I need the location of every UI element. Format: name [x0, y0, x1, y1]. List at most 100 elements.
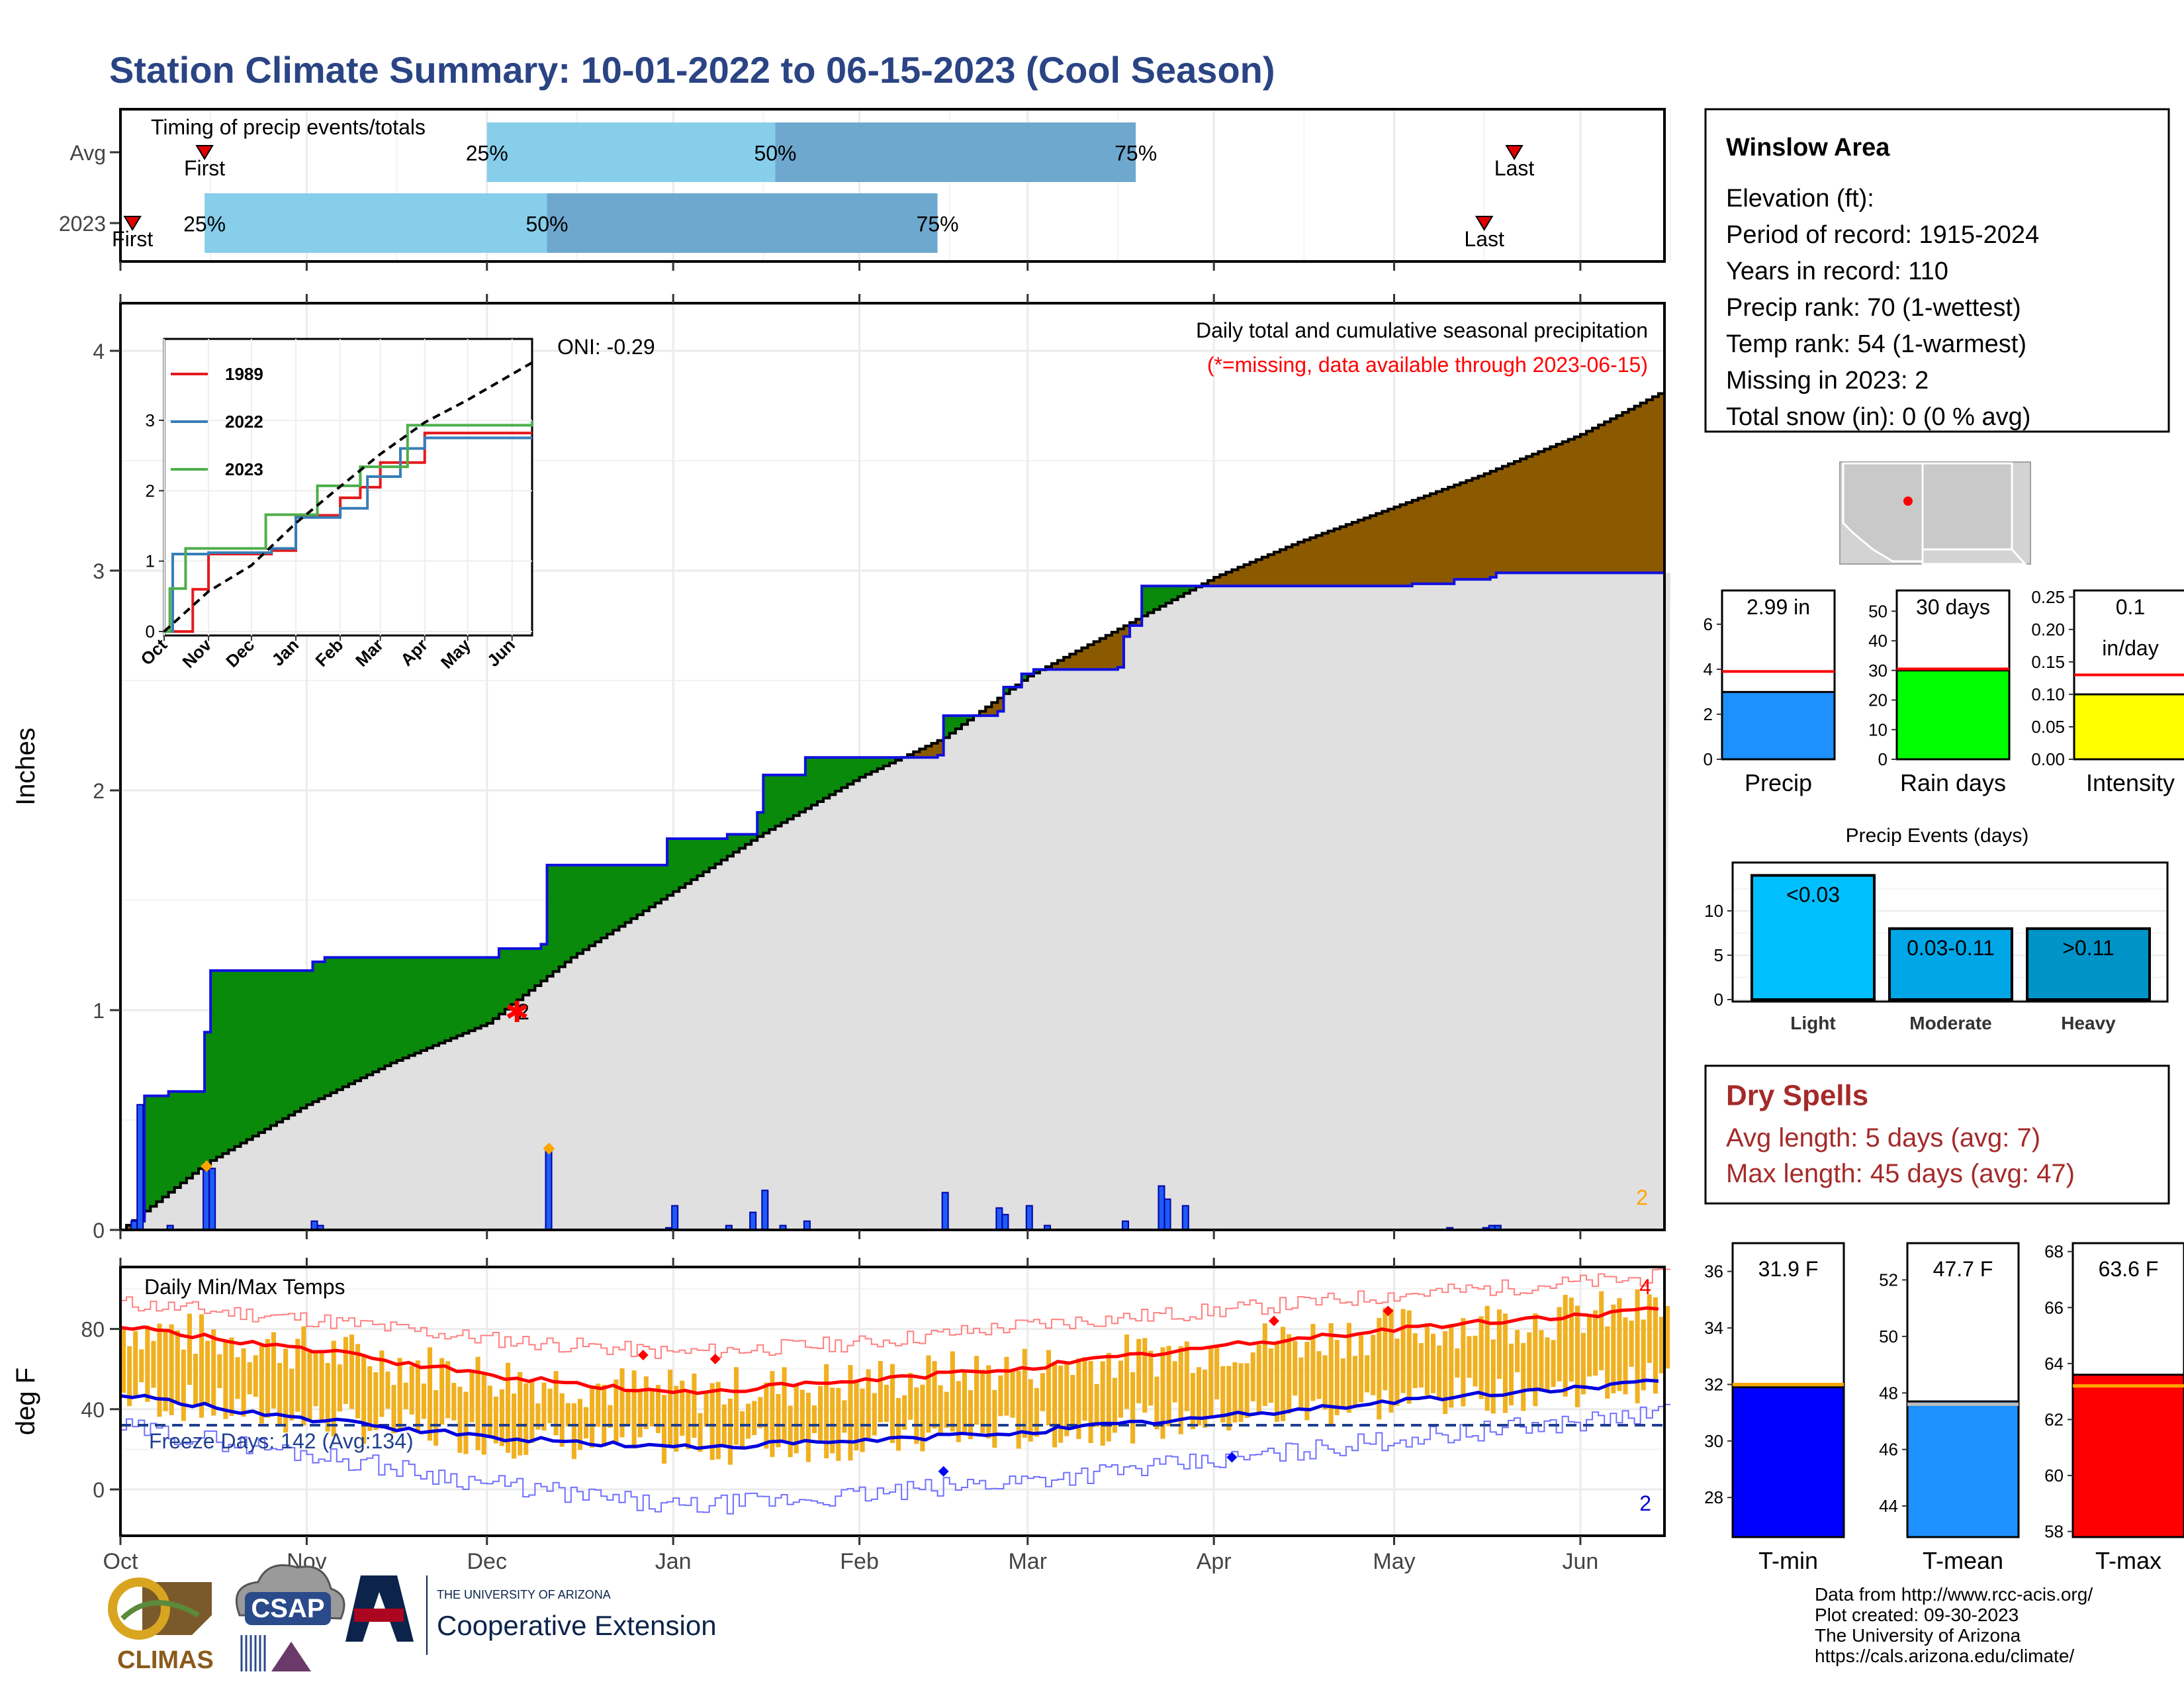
daily-temp-bar	[830, 1387, 835, 1454]
daily-temp-bar	[1052, 1362, 1058, 1448]
precip-anomaly-fill	[1538, 451, 1545, 573]
csap-logo-text: CSAP	[251, 1594, 324, 1623]
station-info-line: Precip rank: 70 (1-wettest)	[1726, 294, 2021, 322]
precip-anomaly-fill	[1412, 500, 1419, 584]
precip-anomaly-fill	[1388, 509, 1395, 586]
daily-temp-bar	[367, 1366, 373, 1431]
daily-temp-bar	[1004, 1356, 1009, 1416]
daily-temp-bar	[1599, 1291, 1604, 1370]
daily-precip-bar	[545, 1150, 553, 1231]
daily-temp-bar	[1653, 1297, 1658, 1394]
summary-bar-label: Rain days	[1900, 769, 2006, 796]
precip-anomaly-fill	[1117, 629, 1124, 668]
daily-temp-bar	[1623, 1317, 1628, 1395]
precip-anomaly-fill	[1592, 428, 1599, 573]
station-info-line: Temp rank: 54 (1-warmest)	[1726, 330, 2026, 358]
daily-temp-bar	[980, 1370, 985, 1433]
precip-anomaly-fill	[523, 949, 529, 996]
precip-anomaly-fill	[1298, 541, 1304, 586]
temp-count-bottom: 2	[1639, 1491, 1651, 1515]
timing-q75-label: 75%	[917, 212, 959, 236]
inset-series-2023	[164, 421, 533, 633]
daily-temp-bar	[1394, 1338, 1400, 1406]
precip-anomaly-fill	[679, 839, 686, 888]
daily-temp-bar	[1166, 1346, 1171, 1427]
daily-temp-bar	[1557, 1307, 1562, 1382]
daily-temp-bar	[1274, 1342, 1280, 1422]
map-state-newmexico	[1921, 462, 2013, 551]
daily-temp-bar	[1160, 1347, 1165, 1439]
daily-temp-bar	[974, 1356, 979, 1425]
daily-temp-bar	[1521, 1342, 1526, 1411]
daily-temp-bar	[842, 1400, 847, 1433]
timing-last-marker	[1475, 216, 1494, 231]
precip-anomaly-fill	[865, 757, 872, 774]
summary-bar-fill	[1721, 690, 1836, 761]
daily-temp-bar	[1142, 1338, 1148, 1413]
temp-ytick-label: 0	[93, 1478, 105, 1502]
precip-anomaly-fill	[709, 839, 716, 868]
precip-anomaly-fill	[336, 957, 343, 1090]
precip-anomaly-fill	[841, 757, 848, 788]
daily-temp-bar	[1298, 1357, 1304, 1410]
station-info-line: Elevation (ft):	[1726, 185, 1874, 212]
precip-anomaly-fill	[913, 751, 920, 758]
temp-bar-fill	[2071, 1374, 2184, 1538]
daily-temp-bar	[631, 1370, 637, 1449]
precip-anomaly-fill	[1634, 406, 1641, 573]
precip-anomaly-fill	[835, 757, 842, 792]
inset-legend-label: 2022	[225, 412, 263, 432]
locator-map	[1839, 461, 2031, 565]
daily-temp-bar	[704, 1393, 709, 1427]
precip-anomaly-fill	[1556, 444, 1563, 573]
event-category-label: Light	[1790, 1013, 1835, 1033]
inset-legend-label: 2023	[225, 459, 263, 479]
daily-temp-bar	[145, 1325, 150, 1402]
precip-anomaly-fill	[739, 834, 746, 849]
daily-temp-bar	[884, 1384, 889, 1423]
precip-anomaly-fill	[775, 774, 782, 826]
dry-spells-title: Dry Spells	[1726, 1080, 1868, 1112]
precip-anomaly-fill	[252, 970, 259, 1137]
station-info-box	[1704, 108, 2170, 433]
precip-anomaly-fill	[504, 949, 512, 1009]
precip-anomaly-fill	[1081, 647, 1089, 670]
temp-bar-fill	[1906, 1400, 2020, 1538]
daily-temp-bar	[283, 1348, 289, 1433]
precip-anomaly-fill	[1250, 562, 1257, 586]
record-high-marker	[637, 1349, 649, 1360]
precip-anomaly-fill	[222, 970, 230, 1154]
daily-precip-bar	[1001, 1213, 1009, 1231]
precip-anomaly-fill	[475, 957, 482, 1029]
daily-precip-bar	[1025, 1205, 1033, 1231]
precip-anomaly-fill	[1652, 397, 1659, 573]
precip-anomaly-fill	[967, 716, 974, 720]
precip-anomaly-fill	[1616, 415, 1623, 573]
daily-temp-bar	[668, 1370, 673, 1445]
temp-bar-ytick-label: 28	[1704, 1487, 1723, 1507]
ua-logo-bar	[354, 1609, 404, 1622]
daily-temp-bar	[559, 1393, 565, 1447]
daily-temp-bar	[1064, 1364, 1069, 1436]
precip-anomaly-fill	[433, 957, 439, 1046]
daily-temp-bar	[319, 1353, 324, 1423]
daily-temp-bar	[127, 1346, 132, 1407]
daily-temp-bar	[391, 1385, 396, 1434]
precip-anomaly-fill	[486, 957, 494, 1023]
temp-bar-ytick-label: 68	[2044, 1242, 2064, 1262]
xaxis-month-label: Jan	[655, 1549, 692, 1574]
precip-anomaly-fill	[787, 774, 794, 820]
daily-temp-bar	[469, 1370, 475, 1423]
temp-bar-value: 47.7 F	[1933, 1257, 1993, 1281]
daily-temp-bar	[427, 1347, 433, 1441]
precip-anomaly-fill	[312, 961, 320, 1102]
daily-temp-bar	[619, 1368, 625, 1438]
daily-temp-bar	[637, 1389, 643, 1438]
daily-temp-bar	[764, 1382, 769, 1449]
daily-temp-bar	[1539, 1330, 1544, 1392]
footer-credit-line: The University of Arizona	[1815, 1625, 2021, 1646]
precip-anomaly-fill	[793, 774, 800, 816]
daily-precip-bar	[1181, 1205, 1189, 1231]
daily-temp-bar	[1190, 1373, 1195, 1430]
precip-anomaly-fill	[1099, 638, 1107, 670]
